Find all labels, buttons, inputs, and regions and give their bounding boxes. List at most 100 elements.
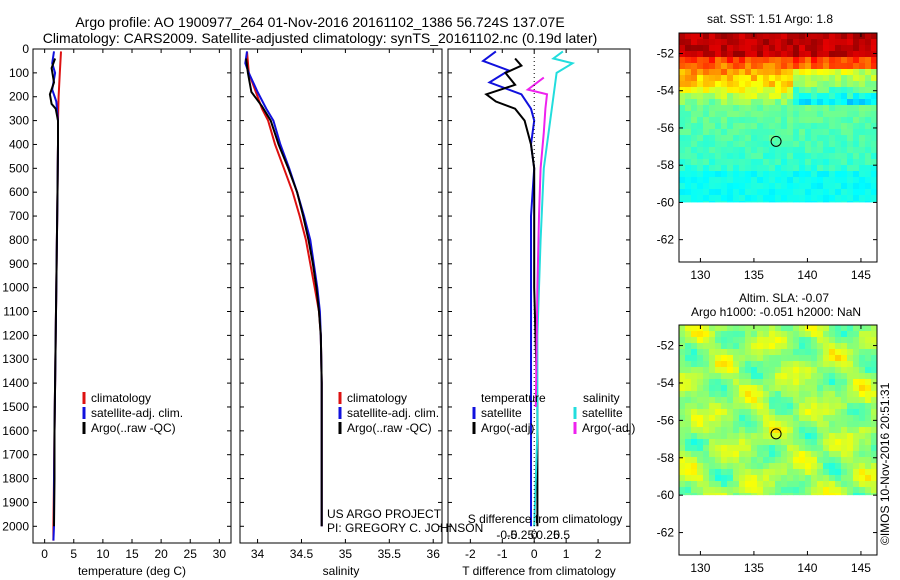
series-group [48,51,62,541]
map-x-tick-label: 130 [690,268,710,282]
y-tick-label: 1300 [2,352,29,366]
panel-difference: -2 -1 0 1 2 T difference from climatology S di… [447,48,635,578]
x-tick-label: 30 [213,547,227,561]
map-sla: 130 135 140 145 -52 -54 -56 -58 -60 -62 Altim. SLA… [657,291,878,575]
map-x-tick-label: 145 [851,268,871,282]
series-group [244,51,323,527]
sst-map-argo-marker [770,135,782,147]
series-line [533,50,576,527]
legend-label: climatology [347,391,407,405]
s-tick-label: -0.25 [507,528,535,542]
y-tick-label: 200 [9,90,29,104]
legend-title: temperature [481,391,546,405]
map-x-tick-label: 140 [797,561,817,575]
x-axis-label: temperature (deg C) [78,564,186,578]
y-tick-label: 900 [9,257,29,271]
x-tick-label: 10 [96,547,110,561]
legend-title: salinity [583,391,620,405]
map-y-tick-label: -52 [657,339,675,353]
sst-title: sat. SST: 1.51 Argo: 1.8 [707,12,833,26]
map-sst: 130 135 140 145 -52 -54 -56 -58 -60 -62 sat. SST: … [657,12,878,282]
map-y-tick-label: -54 [657,84,675,98]
x-tick-label: -1 [497,547,508,561]
legend-label: satellite-adj. clim. [347,406,439,420]
map-y-tick-label: -56 [657,413,675,427]
s-tick-label: 0.25 [536,528,560,542]
title-line-1: Argo profile: AO 1900977_264 01-Nov-2016… [75,14,565,30]
map-y-tick-label: -56 [657,121,675,135]
sst-map-cells [679,33,877,203]
s-axis-label: S difference from climatology [468,512,623,526]
series-line [525,76,549,408]
x-axis-label: salinity [323,564,360,578]
sla-map-argo-marker [770,428,782,440]
y-tick-label: 0 [22,42,29,56]
map-x-tick-label: 140 [797,268,817,282]
salinity-frame [239,48,443,544]
x-tick-label: 2 [595,547,602,561]
map-y-tick-label: -58 [657,158,675,172]
y-tick-label: 1500 [2,400,29,414]
map-y-tick-label: -54 [657,376,675,390]
legend-label: satellite [582,406,623,420]
sla-map-cells [679,325,877,496]
y-tick-label: 500 [9,161,29,175]
y-tick-label: 700 [9,209,29,223]
series-line [48,58,59,527]
s-tick-label: 0.5 [553,528,570,542]
legend-label: Argo(..raw -QC) [347,421,432,435]
legend-label: Argo(-adj) [582,421,635,435]
x-tick-label: 0 [531,547,538,561]
map-y-tick-label: -60 [657,195,675,209]
y-tick-label: 1700 [2,448,29,462]
map-x-tick-label: 130 [690,561,710,575]
sst-map-frame [678,32,878,263]
sla-map-frame [678,324,878,556]
series-group [481,50,576,527]
y-tick-label: 1900 [2,495,29,509]
legend-label: climatology [91,391,151,405]
y-tick-label: 1800 [2,472,29,486]
legend-label: Argo(..raw -QC) [91,421,176,435]
project-name: US ARGO PROJECT [327,507,442,521]
x-tick-label: 5 [70,547,77,561]
y-tick-label: 1100 [3,305,29,319]
legend-label: satellite [481,406,522,420]
y-tick-label: 1600 [2,424,29,438]
y-tick-label: 600 [9,185,29,199]
x-tick-label: 15 [125,547,139,561]
series-line [484,57,539,527]
credit-text: ©IMOS 10-Nov-2016 20:51:31 [878,382,892,545]
map-y-tick-label: -62 [657,233,675,247]
sla-title-1: Altim. SLA: -0.07 [739,291,829,305]
legend-label: Argo(-adj) [481,421,534,435]
x-tick-label: 35.5 [378,547,402,561]
map-x-tick-label: 145 [851,561,871,575]
map-y-tick-label: -62 [657,526,675,540]
x-tick-label: 34.5 [290,547,314,561]
pi-name: PI: GREGORY C. JOHNSON [327,521,483,535]
y-tick-label: 1000 [2,281,29,295]
map-x-tick-label: 135 [744,561,764,575]
y-tick-label: 2000 [2,519,29,533]
x-tick-label: 0 [41,547,48,561]
x-tick-label: 35 [339,547,353,561]
y-tick-label: 1400 [2,376,29,390]
x-tick-label: 36 [427,547,441,561]
sla-title-2: Argo h1000: -0.051 h2000: NaN [691,305,861,319]
series-line [245,58,323,527]
temperature-frame [32,48,232,544]
y-tick-label: 800 [9,233,29,247]
legend-label: satellite-adj. clim. [91,406,183,420]
y-tick-label: 100 [9,66,29,80]
x-tick-label: -2 [465,547,476,561]
map-x-tick-label: 135 [744,268,764,282]
x-tick-label: 25 [184,547,198,561]
y-tick-label: 300 [9,114,29,128]
x-axis-label: T difference from climatology [462,564,616,578]
x-tick-label: 34 [251,547,265,561]
x-tick-label: 20 [154,547,168,561]
map-y-tick-label: -58 [657,451,675,465]
x-tick-label: 1 [563,547,570,561]
